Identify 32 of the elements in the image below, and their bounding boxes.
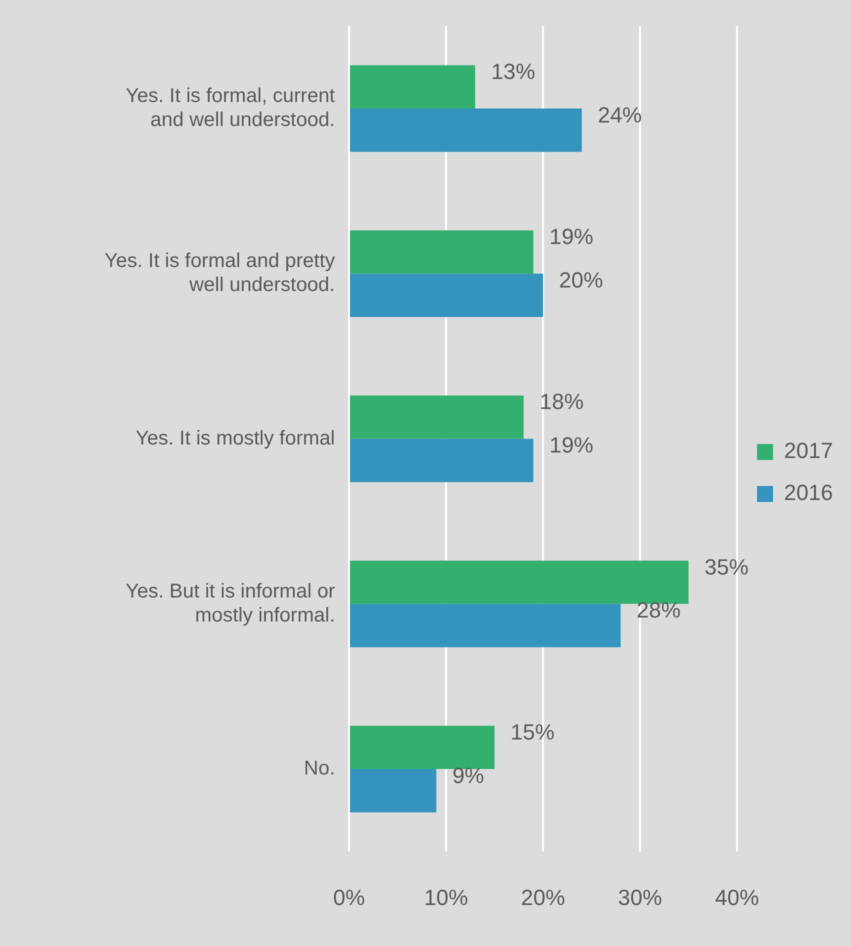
data-label: 24% <box>598 102 642 128</box>
bar <box>350 108 582 152</box>
x-tick-label: 20% <box>521 884 566 910</box>
data-label: 19% <box>549 224 594 250</box>
bar <box>350 395 524 439</box>
y-tick-label: No. <box>304 758 335 780</box>
bar <box>350 65 476 109</box>
bar <box>350 438 534 482</box>
x-tick-label: 40% <box>715 884 760 910</box>
bar <box>350 274 544 318</box>
data-label: 15% <box>510 719 555 744</box>
x-tick-label: 30% <box>618 884 662 910</box>
data-label: 18% <box>540 389 584 414</box>
bar <box>350 230 534 274</box>
y-tick-label: Yes. It is mostly formal <box>136 427 335 450</box>
data-label: 13% <box>491 58 536 84</box>
data-label: 20% <box>559 267 604 292</box>
x-tick-label: 0% <box>333 884 365 910</box>
bar <box>350 604 621 648</box>
y-tick-label: Yes. It is formal and pretty well understood. <box>104 250 335 296</box>
data-label: 28% <box>636 598 681 623</box>
legend-label: 2017 <box>784 438 834 464</box>
y-tick-label: Yes. But it is informal or mostly informal. <box>126 580 336 626</box>
bar <box>350 769 436 812</box>
legend-label: 2016 <box>784 480 834 506</box>
bar <box>350 726 495 770</box>
x-tick-label: 10% <box>424 884 468 910</box>
data-label: 35% <box>704 554 749 580</box>
data-label: 9% <box>452 762 484 788</box>
data-label: 19% <box>549 432 594 458</box>
y-tick-label: Yes. It is formal, current and well understood. <box>126 85 336 132</box>
bar <box>350 560 689 604</box>
